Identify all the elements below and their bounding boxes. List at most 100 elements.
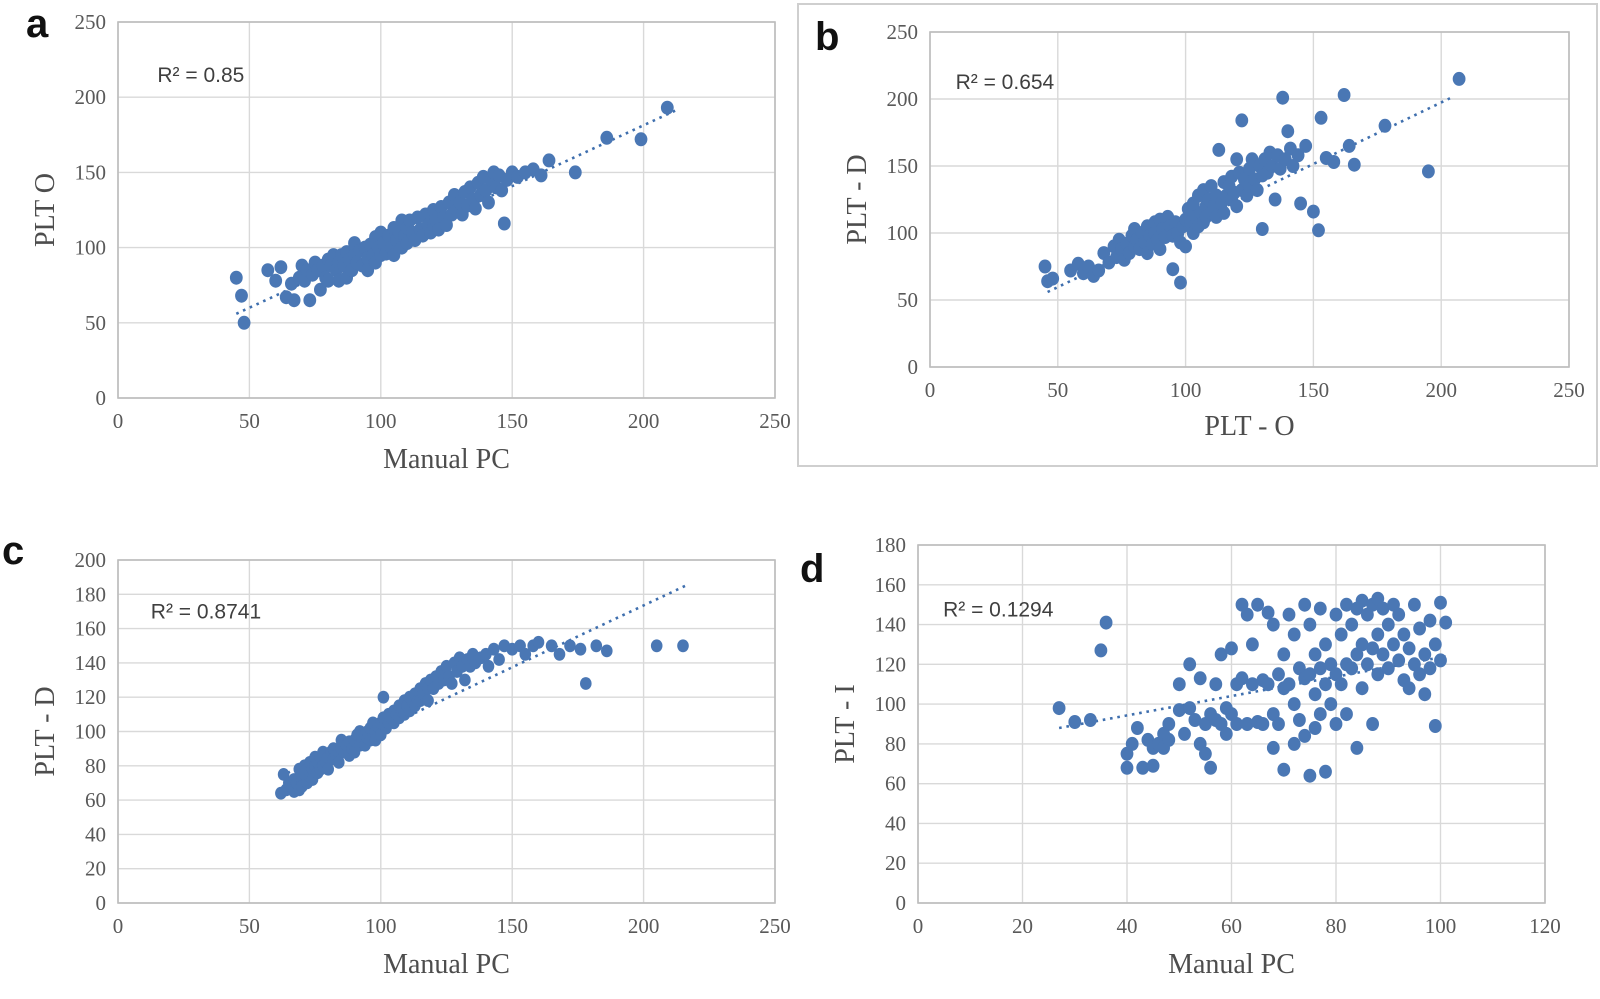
- y-tick-label: 140: [875, 613, 907, 637]
- data-point: [1355, 681, 1369, 696]
- x-tick-label: 40: [1117, 914, 1138, 938]
- data-point: [1125, 736, 1139, 751]
- data-point: [1214, 647, 1228, 662]
- data-point: [1052, 701, 1066, 716]
- x-tick-label: 0: [913, 914, 924, 938]
- data-point: [1199, 746, 1212, 761]
- x-tick-label: 150: [1298, 378, 1330, 402]
- data-point: [1282, 677, 1296, 692]
- x-tick-label: 100: [1170, 378, 1202, 402]
- data-point: [479, 183, 493, 198]
- data-point: [1153, 242, 1167, 257]
- y-tick-label: 120: [75, 685, 107, 709]
- x-tick-label: 200: [628, 409, 660, 433]
- data-point: [377, 690, 390, 704]
- data-point: [1345, 617, 1359, 632]
- x-axis-title: PLT - O: [1204, 411, 1294, 442]
- y-tick-label: 200: [887, 87, 919, 111]
- data-point: [314, 282, 327, 297]
- data-point: [321, 273, 335, 288]
- x-tick-label: 0: [113, 409, 124, 433]
- y-tick-label: 20: [885, 851, 906, 875]
- x-tick-label: 100: [365, 914, 397, 938]
- x-tick-label: 80: [1326, 914, 1347, 938]
- data-point: [1413, 621, 1426, 636]
- data-point: [1294, 196, 1307, 211]
- y-tick-label: 200: [75, 85, 107, 109]
- y-tick-label: 180: [875, 533, 907, 557]
- y-tick-label: 100: [75, 720, 107, 744]
- data-point: [1099, 615, 1113, 630]
- x-tick-label: 100: [1425, 914, 1457, 938]
- data-point: [1204, 760, 1217, 775]
- panel-a: a 0 50 100 150 200 250 0 50 100 150 200 250 Manual P…: [0, 0, 790, 500]
- data-point: [1392, 653, 1406, 668]
- panel-d-label: d: [800, 547, 825, 591]
- data-point: [1162, 717, 1176, 731]
- data-point: [274, 260, 288, 275]
- data-point: [1340, 707, 1353, 722]
- data-point: [1246, 637, 1259, 652]
- x-tick-label: 50: [239, 409, 260, 433]
- data-point: [1340, 597, 1353, 612]
- data-point: [1246, 677, 1259, 692]
- y-tick-label: 100: [875, 692, 907, 716]
- data-point: [482, 659, 495, 673]
- data-point: [601, 644, 613, 658]
- r2-annotation: R² = 0.85: [157, 64, 244, 87]
- data-point: [1314, 110, 1328, 125]
- data-point: [1397, 627, 1411, 642]
- data-point: [600, 130, 614, 145]
- r2-annotation: R² = 0.8741: [151, 600, 261, 623]
- data-point: [1308, 647, 1322, 662]
- panel-c: c 0 50 100 150 200 250 0 20 40 60 80 100 120 140 160 18…: [0, 525, 790, 999]
- plot-border: [917, 544, 1546, 904]
- data-point: [1038, 259, 1052, 274]
- data-point: [1303, 667, 1317, 682]
- data-point: [574, 642, 587, 656]
- y-tick-label: 20: [85, 857, 106, 881]
- y-tick-label: 40: [85, 822, 106, 846]
- data-point: [1371, 667, 1385, 682]
- data-point: [1303, 768, 1317, 783]
- data-point: [1378, 118, 1392, 133]
- data-point: [1402, 681, 1416, 696]
- y-tick-label: 140: [75, 651, 107, 675]
- x-tick-label: 50: [239, 914, 260, 938]
- data-point: [1162, 732, 1176, 747]
- data-point: [1299, 138, 1313, 153]
- data-point: [1428, 637, 1442, 652]
- data-point: [1376, 601, 1390, 616]
- data-point: [1361, 657, 1374, 672]
- data-point: [1329, 607, 1343, 622]
- data-point: [1298, 728, 1312, 743]
- data-point: [261, 263, 275, 278]
- data-point: [287, 293, 301, 308]
- data-point: [1183, 701, 1197, 716]
- chart-a: 0 50 100 150 200 250 0 50 100 150 200 250 Manual PC P…: [30, 10, 790, 475]
- data-point: [1255, 222, 1269, 236]
- data-point: [1324, 697, 1338, 712]
- data-point: [1298, 597, 1312, 612]
- data-point: [1166, 262, 1180, 277]
- x-tick-label: 60: [1221, 914, 1242, 938]
- data-point: [1423, 613, 1437, 628]
- chart-b: 0 50 100 150 200 250 0 50 100 150 200 250 PLT - O PLT…: [842, 20, 1585, 442]
- data-point: [1092, 263, 1106, 278]
- data-point: [1188, 713, 1202, 727]
- data-point: [1355, 593, 1369, 608]
- panel-d: d 0 20 40 60 80 100 120 0 20 40 60 80 100 120 140 160 18…: [790, 525, 1600, 999]
- data-point: [650, 639, 663, 653]
- data-point: [1276, 90, 1290, 105]
- y-tick-label: 80: [85, 754, 106, 778]
- data-point: [333, 756, 345, 769]
- data-point: [1250, 183, 1264, 198]
- data-point: [1230, 199, 1244, 214]
- data-point: [1408, 597, 1421, 612]
- data-point: [634, 132, 648, 147]
- data-point: [1068, 715, 1082, 729]
- data-point: [1350, 740, 1364, 755]
- data-point: [1319, 637, 1332, 652]
- data-point: [1286, 159, 1300, 173]
- y-tick-label: 0: [896, 891, 907, 915]
